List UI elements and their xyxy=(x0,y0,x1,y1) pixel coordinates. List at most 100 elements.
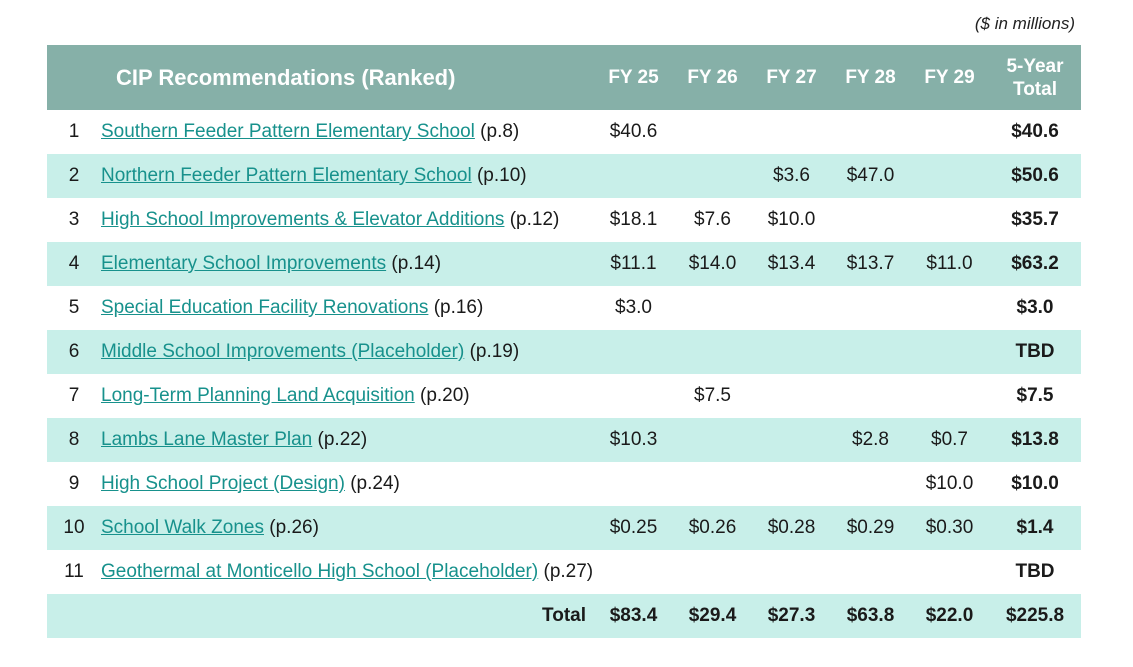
total-fy25: $83.4 xyxy=(609,605,658,626)
fy28-cell xyxy=(831,462,910,506)
fy27-cell: $13.4 xyxy=(767,253,816,274)
five-year-total-cell: $35.7 xyxy=(1011,209,1059,230)
project-cell: Lambs Lane Master Plan (p.22) xyxy=(101,418,594,462)
table-row: 9 High School Project (Design) (p.24) $10.… xyxy=(47,462,1081,506)
fy28-cell: $13.7 xyxy=(846,253,895,274)
fy28-cell xyxy=(831,374,910,418)
project-link[interactable]: High School Project (Design) xyxy=(101,473,345,494)
fy25-cell: $40.6 xyxy=(609,121,658,142)
rank-column-header xyxy=(47,45,101,110)
page-reference: (p.10) xyxy=(476,165,527,186)
fy29-cell xyxy=(910,110,989,154)
fy29-cell: $11.0 xyxy=(926,253,973,274)
page-reference: (p.14) xyxy=(391,253,442,274)
rank-cell: 5 xyxy=(68,297,80,318)
project-link[interactable]: Long-Term Planning Land Acquisition xyxy=(101,385,415,406)
fy26-cell: $7.5 xyxy=(694,385,731,406)
total-fy28: $63.8 xyxy=(846,605,895,626)
project-link[interactable]: High School Improvements & Elevator Addi… xyxy=(101,209,505,230)
project-cell: High School Project (Design) (p.24) xyxy=(101,462,594,506)
project-cell: Special Education Facility Renovations (… xyxy=(101,286,594,330)
fy25-cell: $0.25 xyxy=(609,517,658,538)
fy26-column-header: FY 26 xyxy=(687,67,738,88)
rank-cell: 1 xyxy=(68,121,80,142)
project-link[interactable]: School Walk Zones xyxy=(101,517,264,538)
fy29-cell xyxy=(910,154,989,198)
table-row: 5 Special Education Facility Renovations … xyxy=(47,286,1081,330)
fy26-cell: $14.0 xyxy=(688,253,737,274)
fy28-cell xyxy=(831,286,910,330)
fy29-cell: $0.30 xyxy=(925,517,974,538)
project-cell: Elementary School Improvements (p.14) xyxy=(101,242,594,286)
table-row: 11 Geothermal at Monticello High School (… xyxy=(47,550,1081,594)
fy29-cell xyxy=(910,330,989,374)
rank-cell: 10 xyxy=(63,517,85,538)
fy28-cell xyxy=(831,330,910,374)
fy26-cell xyxy=(673,154,752,198)
fy29-column-header: FY 29 xyxy=(924,67,975,88)
fy28-cell: $2.8 xyxy=(852,429,889,450)
page-reference: (p.12) xyxy=(509,209,560,230)
fy26-cell: $7.6 xyxy=(694,209,731,230)
fy25-cell: $3.0 xyxy=(615,297,652,318)
project-cell: Middle School Improvements (Placeholder)… xyxy=(101,330,594,374)
rank-cell: 7 xyxy=(68,385,80,406)
fy27-cell: $3.6 xyxy=(773,165,810,186)
page-reference: (p.27) xyxy=(543,561,594,582)
project-link[interactable]: Southern Feeder Pattern Elementary Schoo… xyxy=(101,121,475,142)
page-reference: (p.26) xyxy=(269,517,319,538)
project-link[interactable]: Geothermal at Monticello High School (Pl… xyxy=(101,561,539,582)
fy26-cell xyxy=(673,330,752,374)
fy29-cell: $10.0 xyxy=(925,473,974,494)
project-link[interactable]: Middle School Improvements (Placeholder) xyxy=(101,341,465,362)
units-note: ($ in millions) xyxy=(974,14,1075,33)
total-fy29: $22.0 xyxy=(925,605,974,626)
five-year-total-cell: $13.8 xyxy=(1011,429,1059,450)
five-year-total-cell: $40.6 xyxy=(1011,121,1059,142)
totals-row: Total $83.4 $29.4 $27.3 $63.8 $22.0 $225… xyxy=(47,594,1081,638)
page-reference: (p.19) xyxy=(469,341,520,362)
page-reference: (p.20) xyxy=(420,385,470,406)
fy27-cell xyxy=(752,110,831,154)
totals-label: Total xyxy=(542,605,586,626)
fy28-cell xyxy=(831,110,910,154)
fy25-cell: $18.1 xyxy=(609,209,658,230)
fy26-cell xyxy=(673,418,752,462)
five-year-total-cell: $63.2 xyxy=(1011,253,1059,274)
five-year-total-cell: $3.0 xyxy=(1016,297,1054,318)
fy29-cell xyxy=(910,374,989,418)
table-row: 2 Northern Feeder Pattern Elementary Scho… xyxy=(47,154,1081,198)
five-year-total-cell: TBD xyxy=(1015,341,1055,362)
fy26-cell: $0.26 xyxy=(688,517,737,538)
project-link[interactable]: Northern Feeder Pattern Elementary Schoo… xyxy=(101,165,472,186)
table-row: 7 Long-Term Planning Land Acquisition (p.… xyxy=(47,374,1081,418)
project-link[interactable]: Elementary School Improvements xyxy=(101,253,387,274)
rank-cell: 11 xyxy=(64,561,84,582)
fy25-column-header: FY 25 xyxy=(608,67,659,88)
fy29-cell xyxy=(910,286,989,330)
fy25-cell xyxy=(594,374,673,418)
page-reference: (p.22) xyxy=(317,429,368,450)
table-row: 6 Middle School Improvements (Placeholder… xyxy=(47,330,1081,374)
rank-cell: 2 xyxy=(68,165,80,186)
fy27-cell xyxy=(752,462,831,506)
rank-cell: 8 xyxy=(68,429,80,450)
fy25-cell xyxy=(594,330,673,374)
project-cell: School Walk Zones (p.26) xyxy=(101,506,594,550)
table-row: 3 High School Improvements & Elevator Add… xyxy=(47,198,1081,242)
fy25-cell: $10.3 xyxy=(609,429,658,450)
five-year-total-header-line2: Total xyxy=(1013,78,1057,100)
project-link[interactable]: Lambs Lane Master Plan xyxy=(101,429,313,450)
table-title-header: CIP Recommendations (Ranked) xyxy=(116,65,456,90)
project-link[interactable]: Special Education Facility Renovations xyxy=(101,297,429,318)
fy28-column-header: FY 28 xyxy=(845,67,896,88)
page-reference: (p.16) xyxy=(433,297,484,318)
rank-cell: 3 xyxy=(68,209,80,230)
fy29-cell xyxy=(910,198,989,242)
fy27-column-header: FY 27 xyxy=(766,67,817,88)
fy25-cell xyxy=(594,550,673,594)
fy28-cell: $0.29 xyxy=(846,517,895,538)
five-year-total-cell: $50.6 xyxy=(1011,165,1059,186)
total-fy26: $29.4 xyxy=(688,605,737,626)
table-row: 8 Lambs Lane Master Plan (p.22) $10.3 $2.8 $… xyxy=(47,418,1081,462)
